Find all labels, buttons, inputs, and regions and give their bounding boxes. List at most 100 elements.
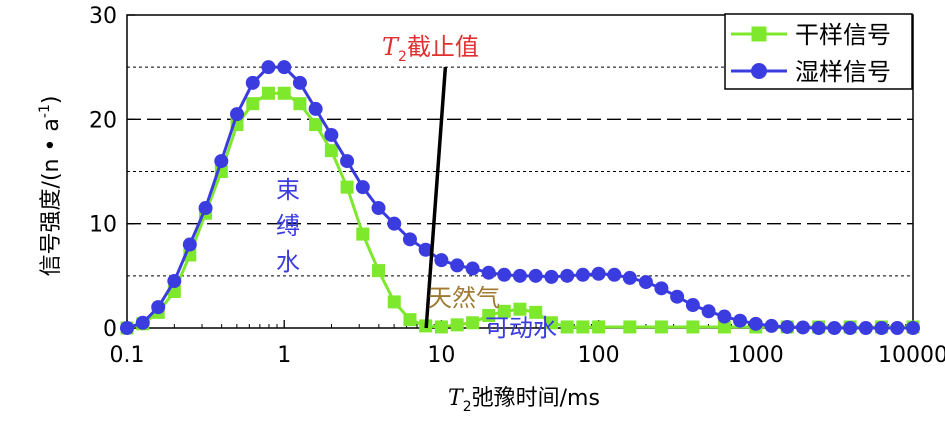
data-point bbox=[245, 75, 260, 90]
series-line bbox=[126, 91, 913, 330]
x-tick-label: 100 bbox=[578, 343, 620, 368]
legend-label: 湿样信号 bbox=[795, 58, 891, 86]
data-point bbox=[387, 216, 402, 231]
data-point bbox=[733, 313, 748, 328]
data-point bbox=[214, 154, 229, 169]
data-point bbox=[858, 321, 873, 335]
data-point bbox=[701, 304, 716, 319]
data-point bbox=[654, 320, 668, 334]
data-point bbox=[324, 127, 339, 142]
y-axis-title: 信号强度/(n • a-1) bbox=[37, 96, 64, 277]
y-tick-label: 0 bbox=[103, 317, 117, 342]
data-point bbox=[906, 321, 920, 335]
data-point bbox=[261, 86, 275, 100]
data-point bbox=[277, 86, 291, 100]
data-point bbox=[874, 321, 889, 335]
data-point bbox=[528, 268, 543, 283]
legend-marker bbox=[751, 63, 767, 79]
data-point bbox=[497, 267, 512, 282]
data-point bbox=[575, 267, 590, 282]
data-point bbox=[293, 97, 307, 111]
data-point bbox=[623, 320, 637, 334]
plot-frame bbox=[126, 14, 914, 329]
data-point bbox=[685, 298, 700, 313]
data-point bbox=[151, 300, 166, 315]
data-point bbox=[466, 316, 480, 330]
y-tick-label: 20 bbox=[89, 108, 117, 133]
data-point bbox=[167, 274, 182, 289]
data-point bbox=[465, 261, 480, 276]
data-point bbox=[135, 315, 150, 330]
series-1 bbox=[120, 86, 920, 335]
data-point bbox=[403, 313, 417, 327]
data-point bbox=[230, 107, 245, 122]
data-point bbox=[481, 265, 496, 280]
data-point bbox=[308, 101, 323, 116]
data-point bbox=[356, 227, 370, 241]
data-point bbox=[261, 60, 276, 75]
data-point bbox=[309, 118, 323, 132]
data-point bbox=[576, 320, 590, 334]
cutoff-layer bbox=[424, 67, 448, 329]
annotation-movable-water: 可动水 bbox=[485, 314, 557, 342]
data-point bbox=[764, 318, 779, 333]
data-point bbox=[402, 232, 417, 247]
x-tick-label: 1 bbox=[277, 343, 291, 368]
x-tick-label: 0.1 bbox=[110, 343, 145, 368]
data-point bbox=[434, 253, 449, 268]
y-tick-label: 10 bbox=[89, 213, 117, 238]
data-point bbox=[529, 305, 543, 319]
data-point bbox=[827, 321, 842, 335]
data-point bbox=[340, 154, 355, 169]
data-point bbox=[686, 320, 700, 334]
y-tick-label: 30 bbox=[89, 4, 117, 29]
data-point bbox=[717, 309, 732, 324]
data-point bbox=[811, 321, 826, 335]
data-point bbox=[513, 302, 527, 316]
data-point bbox=[560, 320, 574, 334]
data-point bbox=[292, 75, 307, 90]
annotation-t2-cutoff: T2截止值 bbox=[382, 33, 479, 65]
data-point bbox=[450, 318, 464, 332]
data-point bbox=[482, 308, 496, 322]
data-point bbox=[418, 242, 433, 257]
data-point bbox=[324, 144, 338, 158]
data-point bbox=[182, 237, 197, 252]
annotation-bound-water: 束 bbox=[276, 176, 300, 204]
data-point bbox=[340, 180, 354, 194]
data-point bbox=[654, 281, 669, 296]
data-point bbox=[450, 258, 465, 273]
axis-ticks: 0 10 20 30 0.1 1 10 100 1000 10000 bbox=[89, 4, 945, 368]
annotation-bound-water: 水 bbox=[276, 248, 300, 276]
data-point bbox=[622, 270, 637, 285]
data-point bbox=[372, 264, 386, 278]
data-point bbox=[512, 268, 527, 283]
x-tick-label: 10000 bbox=[878, 343, 945, 368]
series-line bbox=[126, 65, 913, 330]
annotation-natural-gas: 天然气 bbox=[428, 284, 500, 312]
data-point bbox=[592, 320, 606, 334]
data-point bbox=[607, 267, 622, 282]
data-point bbox=[670, 289, 685, 304]
data-point bbox=[277, 60, 292, 75]
data-point bbox=[748, 316, 763, 331]
data-point bbox=[544, 316, 558, 330]
x-axis-title: T2弛豫时间/ms bbox=[448, 386, 600, 415]
data-point bbox=[544, 269, 559, 284]
data-point bbox=[434, 320, 448, 334]
series-layer bbox=[120, 60, 920, 335]
data-point bbox=[717, 320, 731, 334]
data-point bbox=[591, 266, 606, 281]
data-point bbox=[371, 201, 386, 216]
data-point bbox=[780, 319, 795, 334]
data-point bbox=[246, 97, 260, 111]
data-point bbox=[198, 201, 213, 216]
data-point bbox=[890, 321, 905, 335]
data-point bbox=[387, 295, 401, 309]
data-point bbox=[638, 275, 653, 290]
series-2 bbox=[120, 60, 920, 335]
data-point bbox=[560, 268, 575, 283]
